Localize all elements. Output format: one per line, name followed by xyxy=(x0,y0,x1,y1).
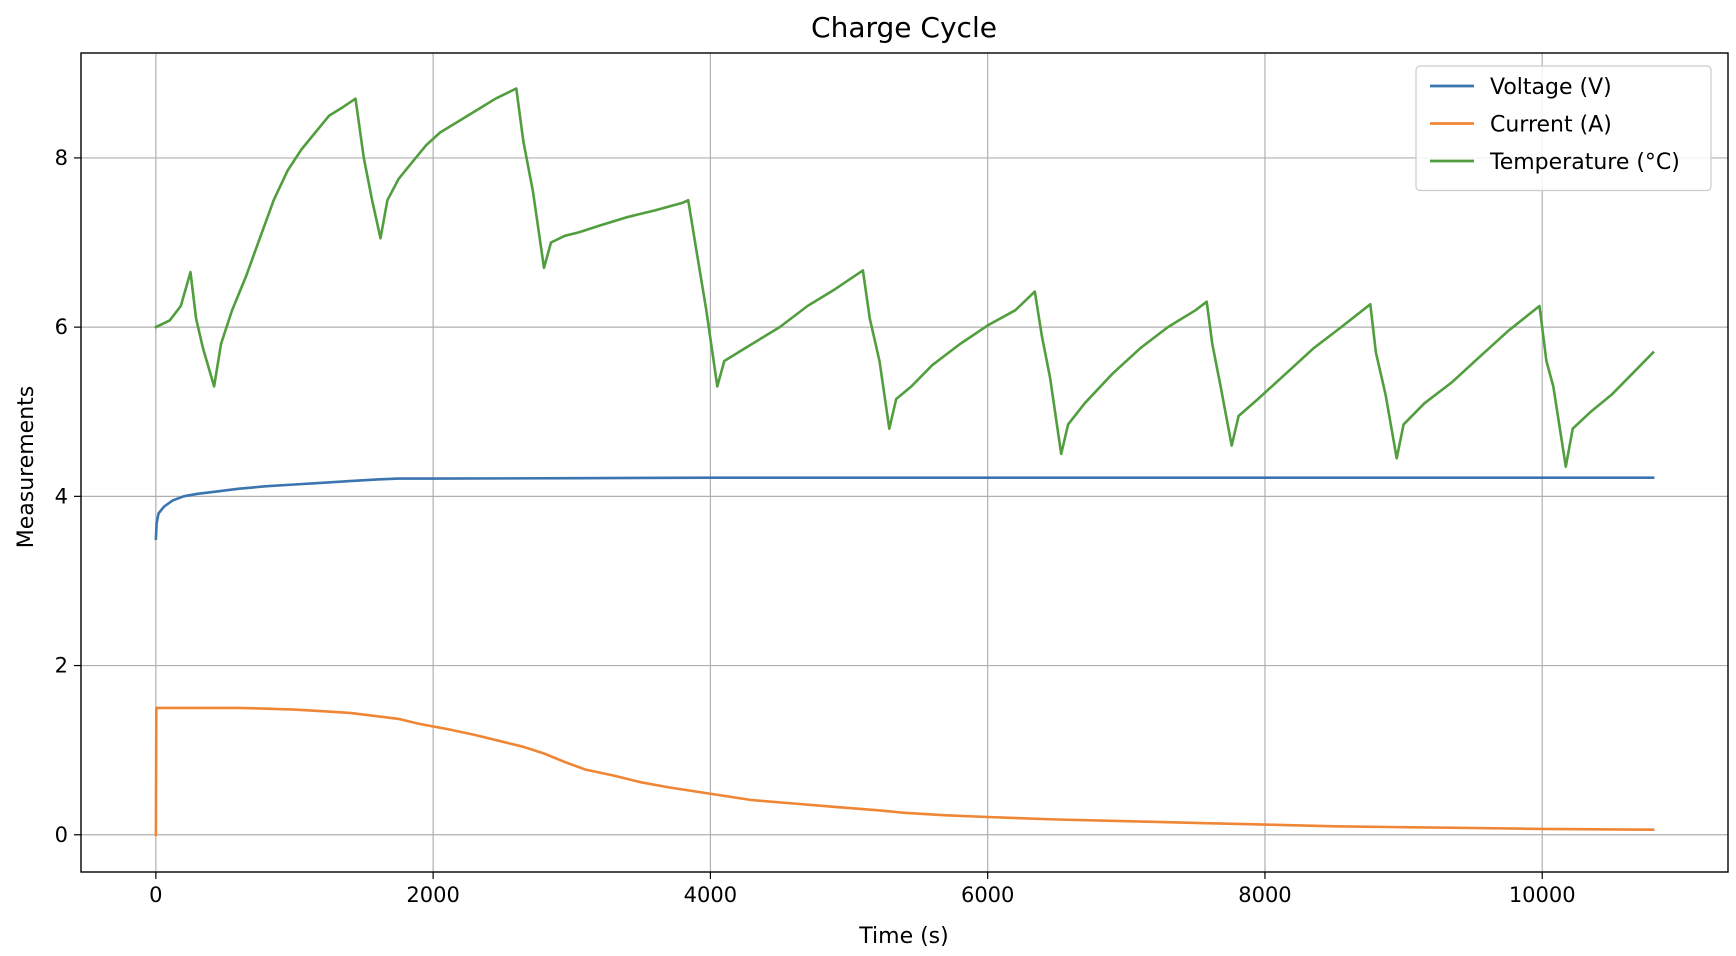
series-line-1 xyxy=(154,706,1655,837)
x-tick-label: 8000 xyxy=(1238,883,1291,907)
y-tick-label: 0 xyxy=(55,823,68,847)
x-tick-label: 4000 xyxy=(684,883,737,907)
legend-label: Temperature (°C) xyxy=(1489,150,1680,175)
y-axis-title: Measurements xyxy=(14,386,39,549)
chart-title: Charge Cycle xyxy=(811,11,997,44)
x-tick-label: 10000 xyxy=(1509,883,1576,907)
y-tick-label: 6 xyxy=(55,315,68,339)
legend-box xyxy=(1415,65,1712,192)
plot-frame xyxy=(80,52,1729,873)
x-tick-label: 2000 xyxy=(406,883,459,907)
series-line-0 xyxy=(154,476,1655,540)
series-layer xyxy=(154,87,1655,837)
x-axis-title: Time (s) xyxy=(858,924,948,949)
series-line-2 xyxy=(154,87,1655,468)
x-tick-label: 6000 xyxy=(961,883,1014,907)
legend-label: Current (A) xyxy=(1490,113,1612,138)
legend: Voltage (V) Current (A) Temperature (°C) xyxy=(1415,65,1712,192)
legend-label: Voltage (V) xyxy=(1490,75,1612,100)
ticks: 0 2000 4000 6000 8000 10000 0 2 4 6 8 xyxy=(55,146,1576,907)
y-tick-label: 8 xyxy=(55,146,68,170)
y-tick-label: 2 xyxy=(55,654,68,678)
y-tick-label: 4 xyxy=(55,484,68,508)
x-tick-label: 0 xyxy=(149,883,162,907)
